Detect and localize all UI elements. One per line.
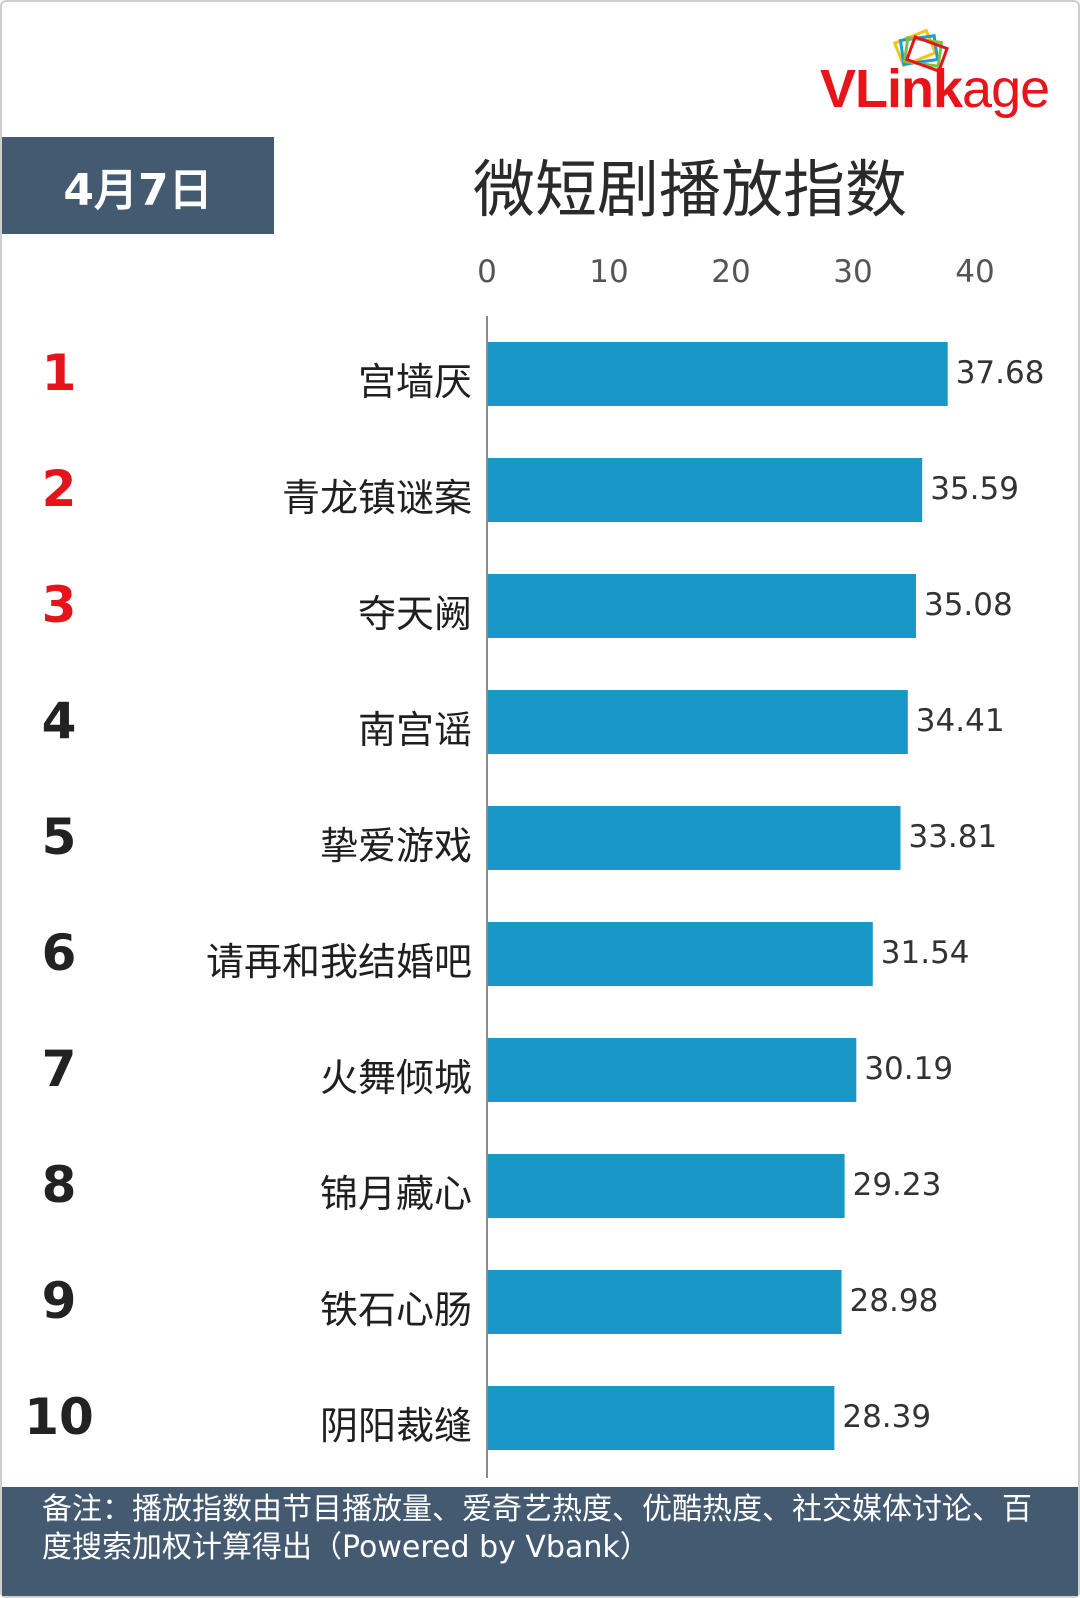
x-tick-label: 0 (477, 254, 497, 290)
value-label: 31.54 (880, 935, 970, 971)
category-label: 铁石心肠 (319, 1288, 472, 1332)
bar (488, 922, 873, 986)
rank-label: 7 (41, 1040, 77, 1098)
value-label: 29.23 (852, 1167, 942, 1203)
value-label: 28.39 (842, 1399, 932, 1435)
logo-text: VLinkage (820, 59, 1050, 119)
category-label: 火舞倾城 (319, 1056, 472, 1100)
rank-label: 4 (41, 692, 77, 750)
bar (488, 342, 948, 406)
value-label: 35.08 (923, 587, 1013, 623)
bar (488, 1154, 845, 1218)
bar-chart-svg (486, 316, 948, 1478)
rank-label: 6 (41, 924, 77, 982)
category-label: 青龙镇谜案 (281, 476, 472, 520)
logo-cards-icon (892, 28, 950, 74)
footer-note: 备注：播放指数由节目播放量、爱奇艺热度、优酷热度、社交媒体讨论、百度搜索加权计算… (2, 1487, 1078, 1596)
rank-label: 5 (41, 808, 77, 866)
vlinkage-logo: VLinkage (820, 28, 1065, 120)
chart-title: 微短剧播放指数 (472, 153, 907, 226)
value-label: 33.81 (908, 819, 998, 855)
category-label: 夺天阙 (357, 592, 472, 636)
bar (488, 1386, 835, 1450)
category-label: 请再和我结婚吧 (205, 940, 472, 984)
value-label: 34.41 (915, 703, 1005, 739)
rank-label: 2 (41, 460, 77, 518)
category-label: 锦月藏心 (319, 1172, 472, 1216)
category-label: 挚爱游戏 (319, 824, 472, 868)
value-label: 30.19 (864, 1051, 954, 1087)
bar (488, 690, 908, 754)
rank-label: 3 (41, 576, 77, 634)
value-label: 28.98 (849, 1283, 939, 1319)
bar (488, 1270, 842, 1334)
value-label: 37.68 (955, 355, 1045, 391)
x-tick-label: 30 (833, 254, 873, 290)
date-badge: 4月7日 (2, 137, 274, 234)
category-label: 阴阳裁缝 (319, 1404, 472, 1448)
bar (488, 458, 923, 522)
category-label: 南宫谣 (357, 708, 472, 752)
x-tick-label: 20 (711, 254, 751, 290)
rank-label: 10 (24, 1388, 94, 1446)
bar (488, 574, 916, 638)
x-tick-label: 10 (589, 254, 629, 290)
category-label: 宫墙厌 (357, 360, 472, 404)
rank-label: 9 (41, 1272, 77, 1330)
x-tick-label: 40 (955, 254, 995, 290)
bar (488, 1038, 857, 1102)
rank-label: 1 (41, 344, 77, 402)
bar (488, 806, 901, 870)
rank-label: 8 (41, 1156, 77, 1214)
bar-chart: 0 10 20 30 40 1 宫墙厌 37.68 2 青龙镇谜案 35.59 3 夺天阙 35.08 4 南… (0, 250, 1080, 1480)
value-label: 35.59 (930, 471, 1019, 507)
